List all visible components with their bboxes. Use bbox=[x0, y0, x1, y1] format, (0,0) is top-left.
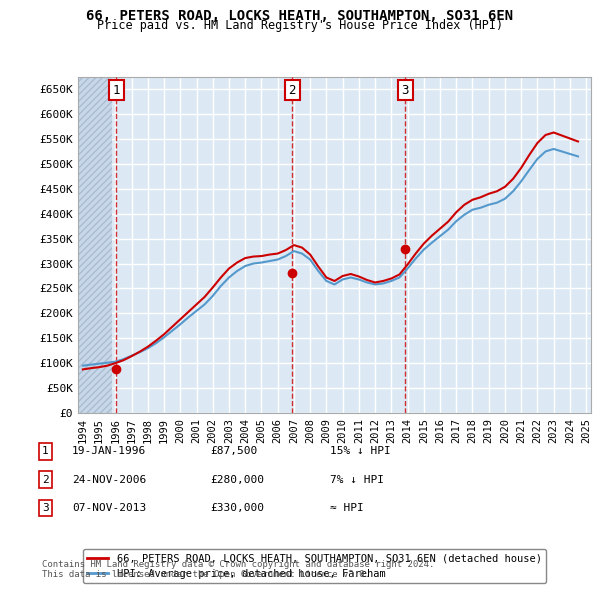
Text: ≈ HPI: ≈ HPI bbox=[330, 503, 364, 513]
Text: 66, PETERS ROAD, LOCKS HEATH, SOUTHAMPTON, SO31 6EN: 66, PETERS ROAD, LOCKS HEATH, SOUTHAMPTO… bbox=[86, 9, 514, 23]
Text: Contains HM Land Registry data © Crown copyright and database right 2024.
This d: Contains HM Land Registry data © Crown c… bbox=[42, 560, 434, 579]
Legend: 66, PETERS ROAD, LOCKS HEATH, SOUTHAMPTON, SO31 6EN (detached house), HPI: Avera: 66, PETERS ROAD, LOCKS HEATH, SOUTHAMPTO… bbox=[83, 549, 546, 583]
Text: 19-JAN-1996: 19-JAN-1996 bbox=[72, 447, 146, 456]
Text: 15% ↓ HPI: 15% ↓ HPI bbox=[330, 447, 391, 456]
Bar bbox=[78, 77, 112, 413]
Text: 1: 1 bbox=[42, 447, 49, 456]
Text: 1: 1 bbox=[112, 84, 120, 97]
Text: 07-NOV-2013: 07-NOV-2013 bbox=[72, 503, 146, 513]
Text: 2: 2 bbox=[289, 84, 296, 97]
Text: 2: 2 bbox=[42, 475, 49, 484]
Text: 3: 3 bbox=[42, 503, 49, 513]
Text: 7% ↓ HPI: 7% ↓ HPI bbox=[330, 475, 384, 484]
Text: £87,500: £87,500 bbox=[210, 447, 257, 456]
Text: 3: 3 bbox=[401, 84, 409, 97]
Text: 24-NOV-2006: 24-NOV-2006 bbox=[72, 475, 146, 484]
Text: £330,000: £330,000 bbox=[210, 503, 264, 513]
Text: Price paid vs. HM Land Registry's House Price Index (HPI): Price paid vs. HM Land Registry's House … bbox=[97, 19, 503, 32]
Text: £280,000: £280,000 bbox=[210, 475, 264, 484]
